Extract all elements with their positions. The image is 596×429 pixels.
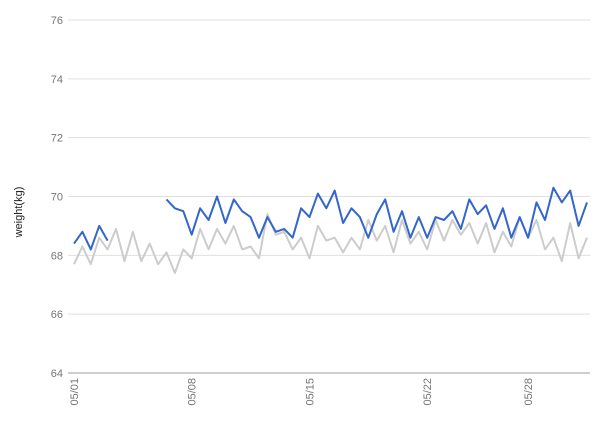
y-tick-label: 68 (51, 250, 63, 262)
y-axis-ticks: 64 66 68 70 72 74 76 (51, 15, 63, 380)
y-tick-label: 74 (51, 74, 63, 86)
x-tick-label: 05/01 (69, 378, 81, 406)
series-line-blue (73, 186, 588, 251)
x-tick-label: 05/28 (523, 378, 535, 406)
y-tick-label: 72 (51, 133, 63, 145)
series-line-gray (73, 213, 588, 274)
y-tick-label: 70 (51, 192, 63, 204)
series-lines (73, 186, 588, 274)
x-tick-label: 05/08 (187, 378, 199, 406)
y-tick-label: 66 (51, 309, 63, 321)
y-tick-label: 76 (51, 15, 63, 27)
y-tick-label: 64 (51, 368, 63, 380)
x-axis-ticks: 05/01 05/08 05/15 05/22 05/28 (69, 378, 535, 406)
gridlines (68, 19, 590, 374)
y-axis-label: weight(kg) (13, 187, 25, 239)
x-tick-label: 05/15 (304, 378, 316, 406)
x-tick-label: 05/22 (422, 378, 434, 406)
